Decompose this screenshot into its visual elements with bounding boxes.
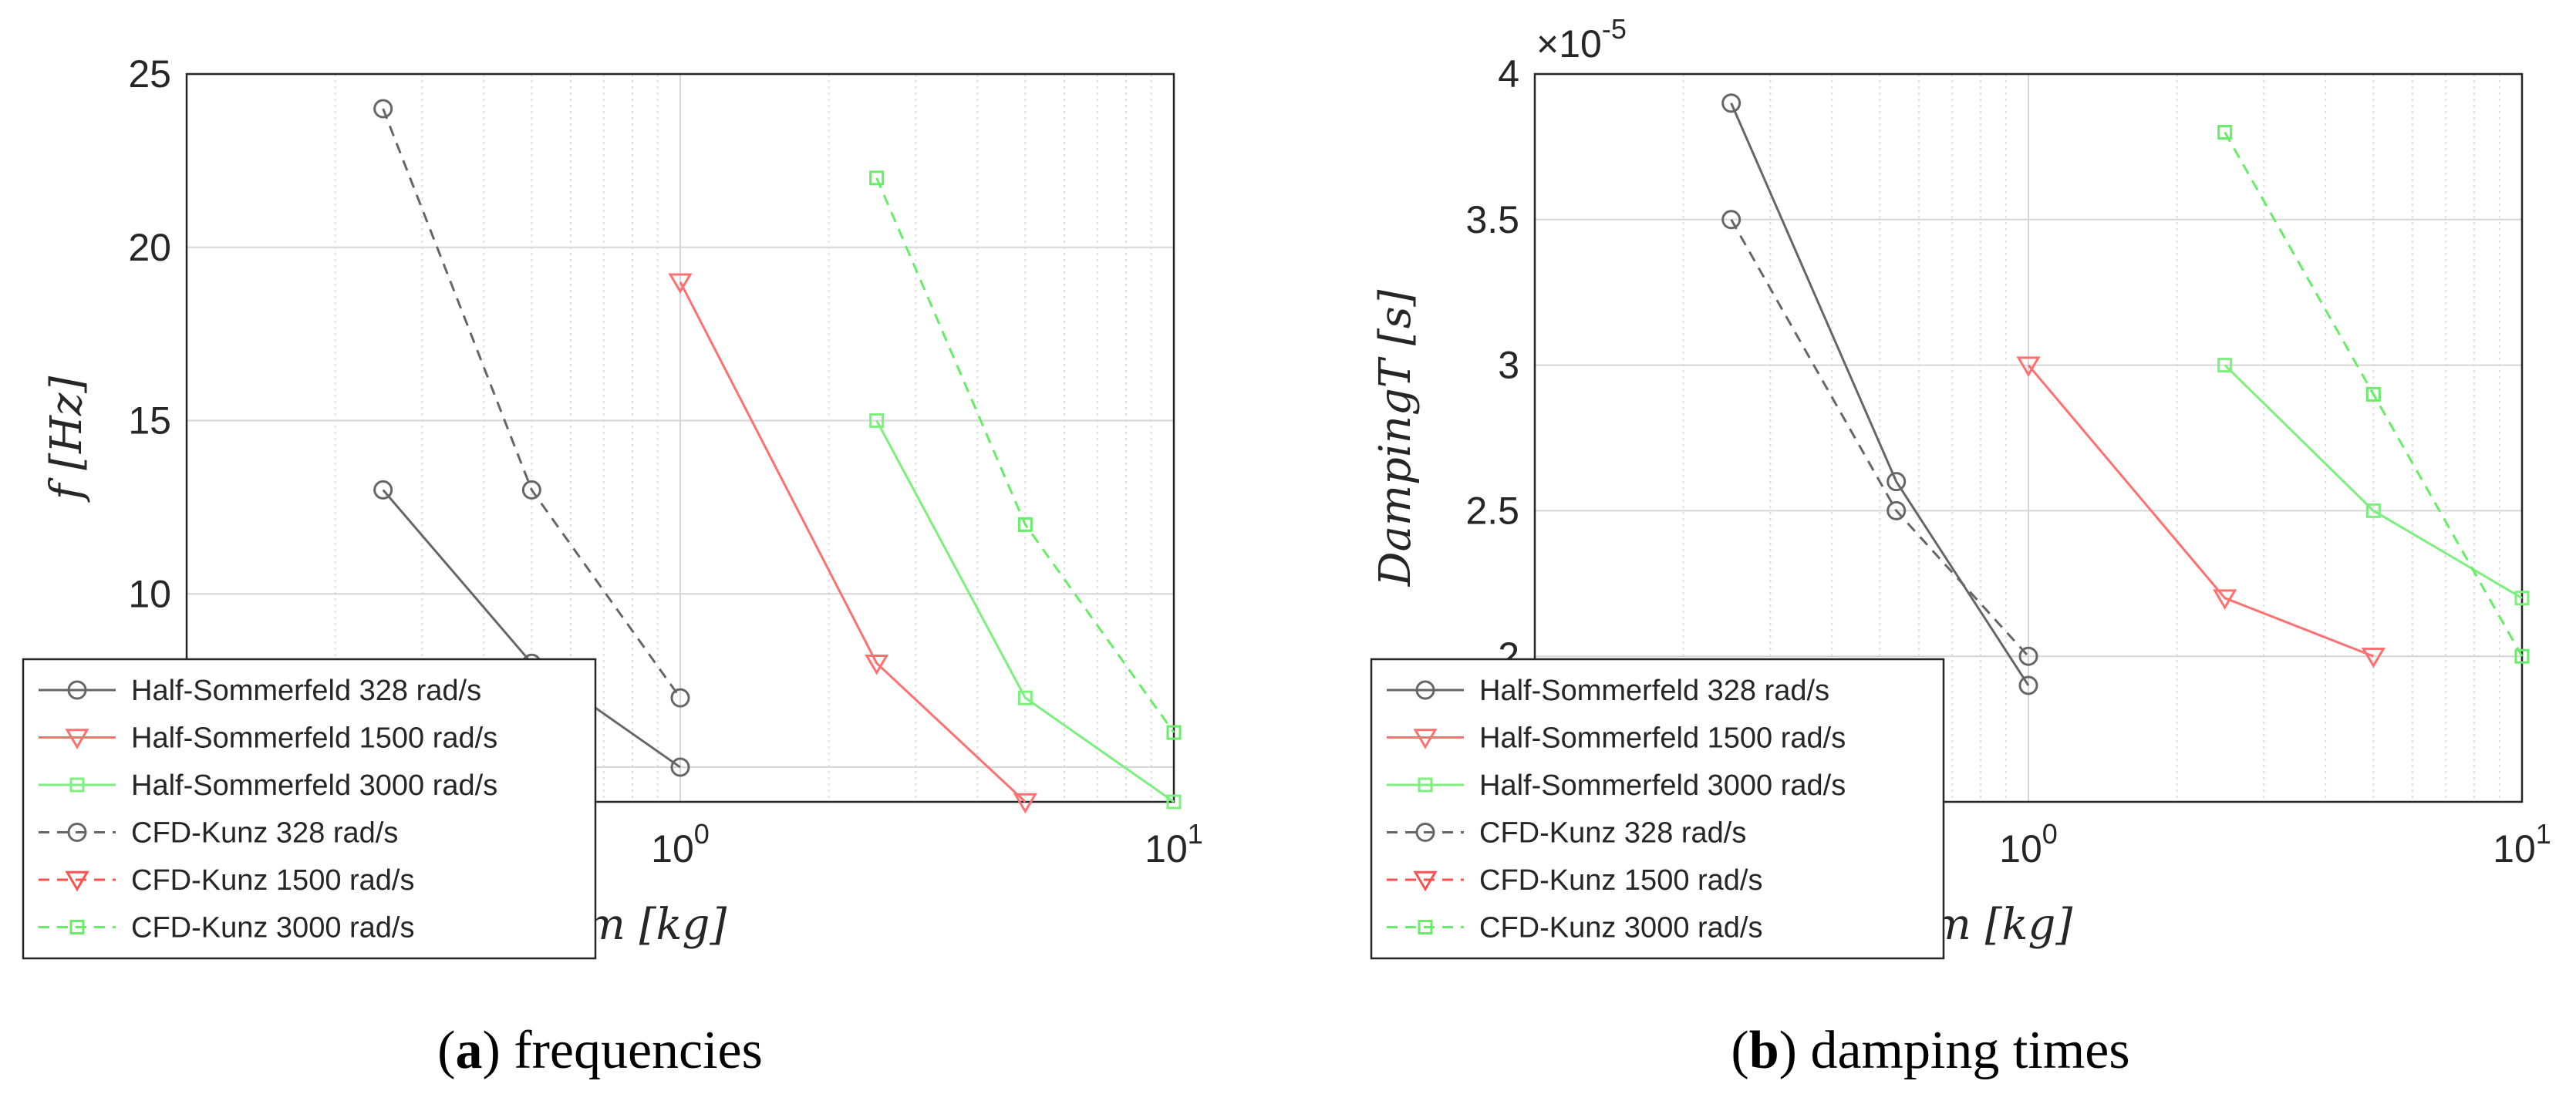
legend-entry: Half-Sommerfeld 328 rad/s <box>1479 675 1829 707</box>
data-point <box>670 757 690 777</box>
legend-box <box>1370 658 1945 960</box>
data-point <box>2213 589 2237 610</box>
data-point <box>865 654 889 675</box>
data-point <box>2018 646 2038 666</box>
series-line <box>1730 219 2030 658</box>
legend: Half-Sommerfeld 328 rad/s Half-Sommerfeld… <box>1370 658 1945 960</box>
data-point <box>1013 793 1037 814</box>
series-half-sommerfeld-1500-rad-s <box>668 273 1037 814</box>
legend-entry: Half-Sommerfeld 3000 rad/s <box>1479 769 1846 802</box>
legend-entry: CFD-Kunz 328 rad/s <box>1479 817 1746 850</box>
data-point <box>373 480 393 500</box>
data-point <box>2217 125 2233 140</box>
data-point <box>1017 517 1033 532</box>
y-tick-label: 4 <box>1498 52 1519 96</box>
series-half-sommerfeld-328-rad-s <box>1721 93 2038 695</box>
legend-swatch-marker <box>1415 680 1435 700</box>
data-point <box>2361 647 2385 668</box>
x-tick-label: 101 <box>2493 818 2551 870</box>
legend-swatch-marker <box>1413 870 1438 892</box>
data-point <box>1886 500 1907 520</box>
x-tick-label: 100 <box>1999 818 2058 870</box>
axes-frame <box>185 72 1175 803</box>
series-line <box>2027 364 2374 658</box>
y-tick-label: 2.5 <box>1465 489 1519 532</box>
x-tick-label: 101 <box>1145 818 1203 870</box>
data-point <box>2514 591 2530 606</box>
legend-entry: CFD-Kunz 1500 rad/s <box>1479 864 1763 897</box>
y-axis-label: DampingT [s] <box>1371 290 1421 588</box>
series-line <box>2224 131 2524 657</box>
legend-swatch-marker <box>69 920 85 934</box>
series-half-sommerfeld-3000-rad-s <box>869 413 1182 810</box>
legend-entry: CFD-Kunz 3000 rad/s <box>131 912 415 944</box>
y-tick-label: 3 <box>1498 344 1519 387</box>
x-axis-label: m [kg] <box>585 900 727 950</box>
series-half-sommerfeld-1500-rad-s <box>2016 356 2385 668</box>
data-point <box>1721 210 1741 230</box>
data-point <box>668 273 693 295</box>
data-point <box>2016 356 2041 377</box>
chart-frequencies: 510152025100101m [kg]f [Hz]Half-Sommerfe… <box>22 52 1203 1080</box>
y-tick-label: 15 <box>128 399 171 443</box>
y-exponent-label: ×10-5 <box>1536 13 1627 66</box>
data-point <box>670 688 690 708</box>
legend-swatch-marker <box>65 729 89 749</box>
data-point <box>1017 690 1033 705</box>
data-point <box>1166 725 1182 740</box>
data-point <box>2217 358 2233 373</box>
data-point <box>2018 675 2038 695</box>
series-line <box>382 108 682 699</box>
data-point <box>869 413 885 429</box>
legend-swatch-marker <box>69 777 85 793</box>
series-line <box>875 419 1175 803</box>
y-tick-label: 25 <box>128 52 171 96</box>
legend-entry: CFD-Kunz 1500 rad/s <box>131 864 415 897</box>
series-cfd-kunz-3000-rad-s <box>2217 125 2530 664</box>
legend-entry: Half-Sommerfeld 1500 rad/s <box>1479 722 1846 755</box>
data-point <box>521 480 541 500</box>
data-point <box>1721 93 1741 113</box>
data-point <box>2365 503 2381 518</box>
caption: (a) frequencies <box>437 1021 763 1080</box>
series-cfd-kunz-328-rad-s <box>1721 210 2038 666</box>
legend-swatch-marker <box>67 680 87 700</box>
legend-entry: Half-Sommerfeld 328 rad/s <box>131 675 481 707</box>
y-axis-label: f [Hz] <box>42 376 92 503</box>
series-cfd-kunz-328-rad-s <box>373 99 690 708</box>
data-point <box>2514 648 2530 664</box>
legend-swatch-marker <box>1418 920 1433 934</box>
legend-entry: Half-Sommerfeld 3000 rad/s <box>131 769 497 802</box>
data-point <box>1166 794 1182 810</box>
y-tick-label: 20 <box>128 226 171 269</box>
series-line <box>1730 103 2030 686</box>
y-tick-label: 10 <box>128 572 171 615</box>
data-point <box>373 99 393 119</box>
legend-swatch-marker <box>65 870 89 892</box>
y-tick-label: 3.5 <box>1465 198 1519 241</box>
series-line <box>875 177 1175 733</box>
caption: (b) damping times <box>1731 1021 2129 1080</box>
legend-swatch-marker <box>1418 777 1433 793</box>
series-line <box>679 281 1027 803</box>
data-point <box>869 170 885 186</box>
data-point <box>1886 472 1907 492</box>
legend-entry: Half-Sommerfeld 1500 rad/s <box>131 722 497 755</box>
x-axis-label: m [kg] <box>1930 900 2073 950</box>
legend-box <box>22 658 597 960</box>
x-tick-label: 100 <box>651 818 710 870</box>
legend-swatch-marker <box>1413 729 1438 749</box>
legend: Half-Sommerfeld 328 rad/s Half-Sommerfeld… <box>22 658 597 960</box>
series-cfd-kunz-3000-rad-s <box>869 170 1182 740</box>
legend-swatch-marker <box>67 823 87 842</box>
legend-swatch-marker <box>1415 823 1435 842</box>
legend-entry: CFD-Kunz 3000 rad/s <box>1479 912 1763 944</box>
data-point <box>2365 386 2381 402</box>
axes-frame <box>1533 72 2524 803</box>
legend-entry: CFD-Kunz 328 rad/s <box>131 817 398 850</box>
